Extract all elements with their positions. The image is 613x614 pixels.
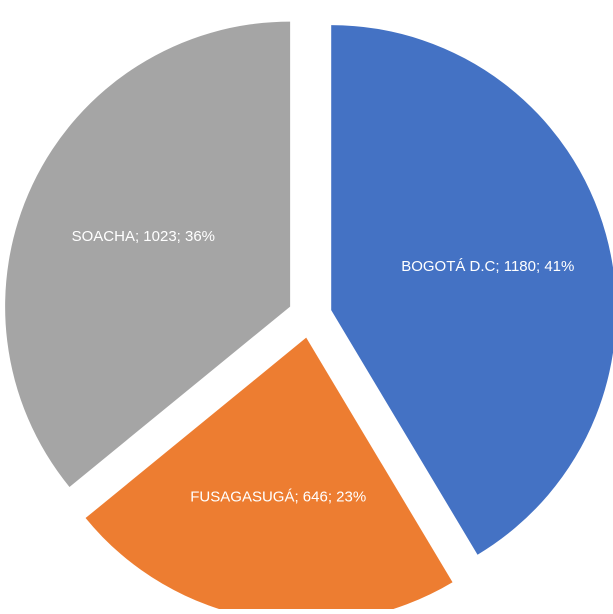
pie-slice <box>5 21 291 487</box>
pie-slice <box>85 337 453 614</box>
data-label: SOACHA; 1023; 36% <box>72 228 215 245</box>
pie-slice <box>331 25 613 555</box>
data-label: FUSAGASUGÁ; 646; 23% <box>190 489 366 506</box>
data-label: BOGOTÁ D.C; 1180; 41% <box>401 258 574 275</box>
